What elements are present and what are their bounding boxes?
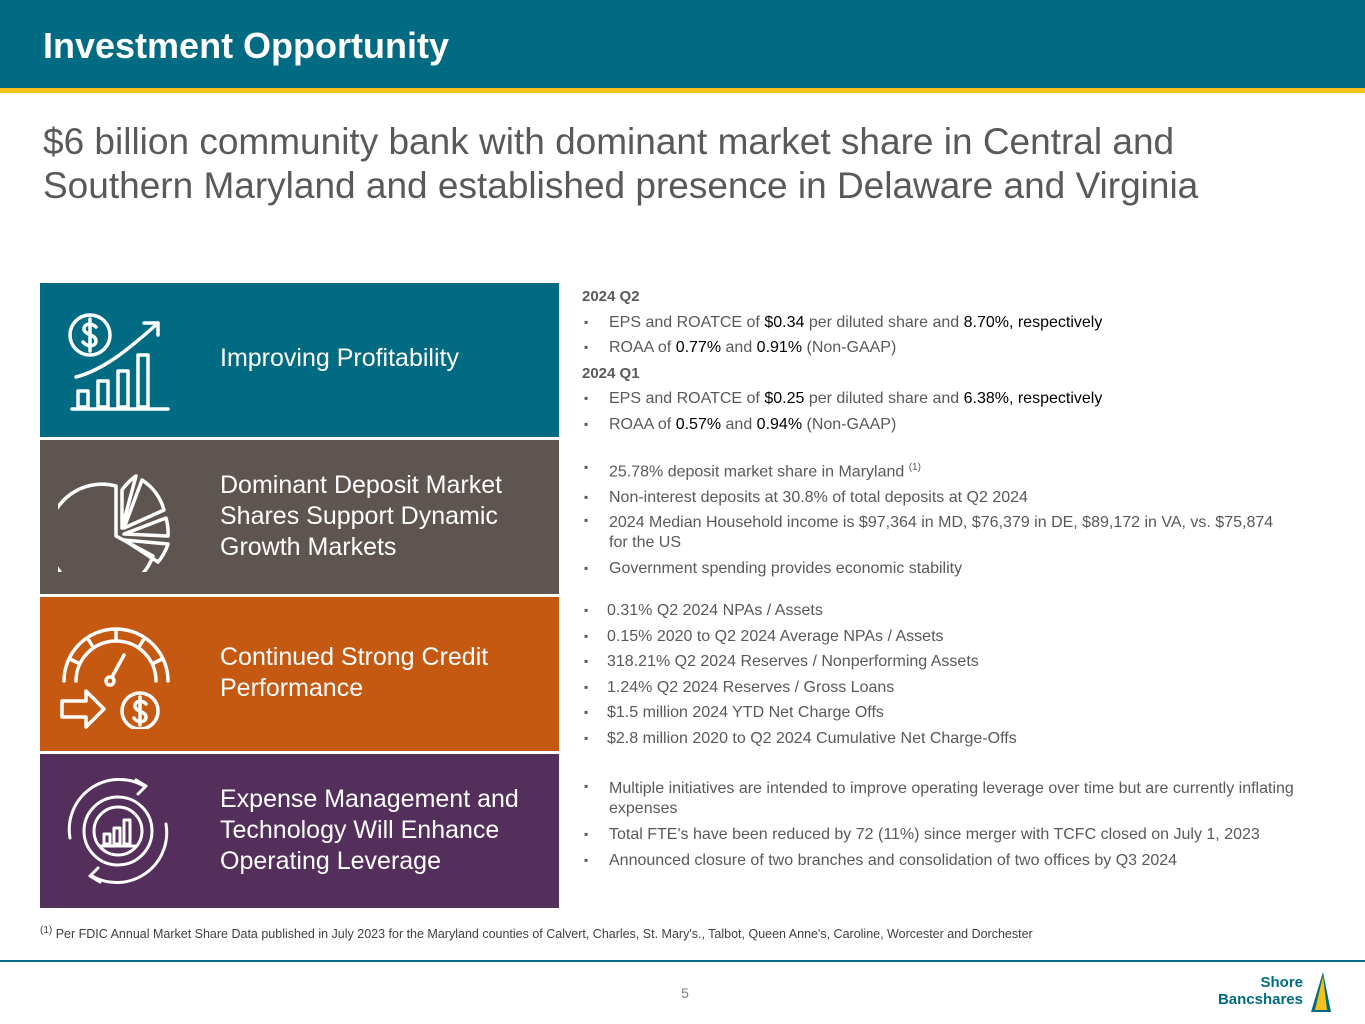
footnote-ref: (1) [908,462,921,473]
list-item: 2024 Median Household income is $97,364 … [582,510,1282,556]
list-item: Total FTE's have been reduced by 72 (11%… [582,822,1312,848]
list-item: 0.31% Q2 2024 NPAs / Assets [582,598,1322,624]
growth-chart-icon [58,305,178,415]
expense-bullets: Multiple initiatives are intended to imp… [582,776,1312,873]
gear-chart-icon [58,776,178,886]
header-bar [0,0,1365,88]
list-item: Multiple initiatives are intended to imp… [582,776,1312,822]
panel-improving-profitability: Improving Profitability [40,283,559,437]
credit-bullets: 0.31% Q2 2024 NPAs / Assets 0.15% 2020 t… [582,598,1322,751]
list-item: ROAA of 0.77% and 0.91% (Non-GAAP) [582,335,1322,361]
period-label: 2024 Q2 [582,288,640,305]
list-item: Announced closure of two branches and co… [582,848,1312,874]
list-item: 0.15% 2020 to Q2 2024 Average NPAs / Ass… [582,624,1322,650]
footnote: (1) Per FDIC Annual Market Share Data pu… [40,925,1033,942]
header-accent-line [0,88,1365,93]
speedometer-dollar-icon [58,619,178,731]
panel-title: Dominant Deposit Market Shares Support D… [220,471,503,561]
list-item: 318.21% Q2 2024 Reserves / Nonperforming… [582,649,1322,675]
logo-text-line2: Bancshares [1217,991,1303,1008]
period-label: 2024 Q1 [582,364,640,382]
sailboat-icon [1311,972,1331,1012]
list-item: ROAA of 0.57% and 0.94% (Non-GAAP) [582,412,1322,438]
panel-title: Improving Profitability [220,344,459,372]
list-item: Non-interest deposits at 30.8% of total … [582,485,1282,511]
list-item: 1.24% Q2 2024 Reserves / Gross Loans [582,675,1322,701]
logo-text-line1: Shore [1260,974,1303,991]
panel-title: Expense Management and Technology Will E… [220,785,519,875]
list-item: $1.5 million 2024 YTD Net Charge Offs [582,700,1322,726]
page-subtitle: $6 billion community bank with dominant … [43,121,1199,206]
page-number: 5 [681,985,689,1001]
panel-deposit-market: Dominant Deposit Market Shares Support D… [40,440,559,594]
pie-chart-icon [46,462,178,594]
profitability-bullets: 2024 Q2 EPS and ROATCE of $0.34 per dilu… [582,284,1322,437]
page-title: Investment Opportunity [43,25,450,66]
footer-divider [0,960,1365,962]
deposit-bullets: 25.78% deposit market share in Maryland … [582,455,1282,582]
panel-title: Continued Strong Credit Performance [220,643,489,702]
list-item: EPS and ROATCE of $0.25 per diluted shar… [582,386,1322,412]
list-item: 25.78% deposit market share in Maryland … [582,455,1282,485]
list-item: $2.8 million 2020 to Q2 2024 Cumulative … [582,726,1322,752]
panel-credit-performance: Continued Strong Credit Performance [40,597,559,751]
list-item: Government spending provides economic st… [582,556,1282,582]
panel-expense-management: Expense Management and Technology Will E… [40,754,559,908]
company-logo: Shore Bancshares [1218,972,1333,1016]
list-item: EPS and ROATCE of $0.34 per diluted shar… [582,310,1322,336]
